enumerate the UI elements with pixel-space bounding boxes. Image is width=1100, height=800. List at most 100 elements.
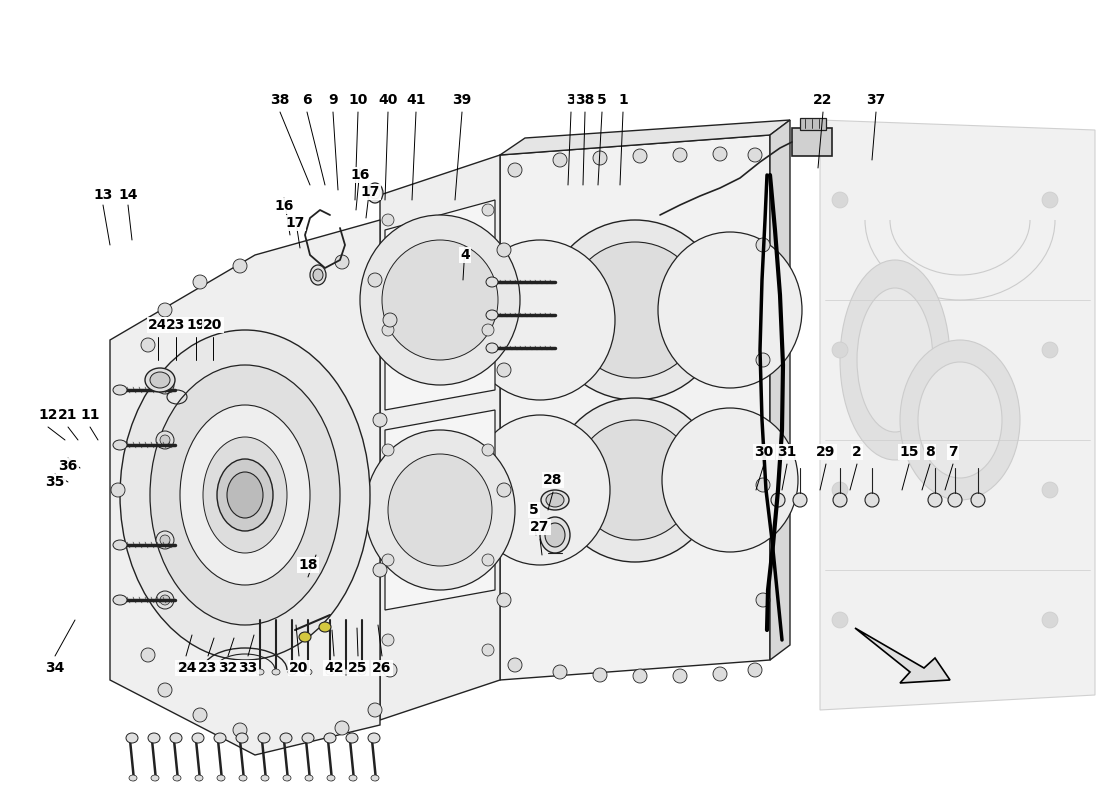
- Ellipse shape: [304, 669, 312, 675]
- Ellipse shape: [382, 554, 394, 566]
- Ellipse shape: [508, 658, 522, 672]
- Ellipse shape: [1042, 612, 1058, 628]
- Text: 14: 14: [119, 188, 138, 202]
- Ellipse shape: [553, 398, 717, 562]
- Ellipse shape: [544, 523, 565, 547]
- Ellipse shape: [482, 554, 494, 566]
- Ellipse shape: [388, 454, 492, 566]
- Text: 16: 16: [350, 168, 370, 182]
- Ellipse shape: [336, 721, 349, 735]
- Ellipse shape: [305, 775, 314, 781]
- Ellipse shape: [370, 187, 379, 199]
- Ellipse shape: [324, 733, 336, 743]
- Ellipse shape: [713, 667, 727, 681]
- Ellipse shape: [258, 733, 270, 743]
- Polygon shape: [385, 200, 495, 410]
- Bar: [800, 118, 826, 130]
- Ellipse shape: [180, 405, 310, 585]
- Text: 7: 7: [948, 445, 958, 459]
- Ellipse shape: [371, 775, 380, 781]
- Ellipse shape: [358, 669, 366, 675]
- Ellipse shape: [217, 459, 273, 531]
- Ellipse shape: [593, 151, 607, 165]
- Text: 38: 38: [575, 93, 595, 107]
- Polygon shape: [379, 155, 500, 720]
- Ellipse shape: [158, 303, 172, 317]
- Text: 42: 42: [324, 661, 343, 675]
- Ellipse shape: [756, 238, 770, 252]
- Text: passion for parts: passion for parts: [328, 362, 596, 534]
- Ellipse shape: [283, 775, 292, 781]
- Ellipse shape: [373, 563, 387, 577]
- Ellipse shape: [299, 632, 311, 642]
- Ellipse shape: [508, 163, 522, 177]
- Ellipse shape: [349, 775, 358, 781]
- Ellipse shape: [192, 275, 207, 289]
- Polygon shape: [820, 120, 1094, 710]
- Ellipse shape: [151, 775, 160, 781]
- Ellipse shape: [239, 775, 248, 781]
- Polygon shape: [385, 410, 495, 610]
- Text: 5: 5: [529, 503, 539, 517]
- Ellipse shape: [141, 648, 155, 662]
- Ellipse shape: [302, 733, 313, 743]
- Ellipse shape: [368, 273, 382, 287]
- Ellipse shape: [928, 493, 942, 507]
- Text: 24: 24: [178, 661, 198, 675]
- Ellipse shape: [367, 183, 383, 203]
- Ellipse shape: [748, 663, 762, 677]
- Ellipse shape: [832, 482, 848, 498]
- Text: 8: 8: [925, 445, 935, 459]
- Ellipse shape: [673, 148, 688, 162]
- Text: 26: 26: [372, 661, 392, 675]
- Ellipse shape: [593, 668, 607, 682]
- Ellipse shape: [486, 310, 498, 320]
- Text: 25: 25: [349, 661, 367, 675]
- Text: 13: 13: [94, 188, 112, 202]
- Text: 6: 6: [302, 93, 311, 107]
- Text: 17: 17: [285, 216, 305, 230]
- Ellipse shape: [272, 669, 280, 675]
- Ellipse shape: [865, 493, 879, 507]
- Ellipse shape: [326, 669, 334, 675]
- Ellipse shape: [156, 376, 174, 394]
- Ellipse shape: [336, 255, 349, 269]
- Polygon shape: [110, 220, 379, 755]
- Ellipse shape: [497, 593, 512, 607]
- Text: 20: 20: [289, 661, 309, 675]
- Ellipse shape: [170, 733, 182, 743]
- Ellipse shape: [150, 372, 170, 388]
- Ellipse shape: [160, 435, 170, 445]
- Text: 20: 20: [204, 318, 222, 332]
- Ellipse shape: [280, 733, 292, 743]
- Ellipse shape: [368, 733, 379, 743]
- Ellipse shape: [566, 242, 703, 378]
- Text: 12: 12: [39, 408, 57, 422]
- Ellipse shape: [156, 431, 174, 449]
- Ellipse shape: [1042, 482, 1058, 498]
- Ellipse shape: [113, 385, 127, 395]
- Ellipse shape: [748, 148, 762, 162]
- Ellipse shape: [365, 430, 515, 590]
- Ellipse shape: [756, 353, 770, 367]
- Text: 38: 38: [271, 93, 289, 107]
- Ellipse shape: [310, 265, 326, 285]
- Polygon shape: [500, 120, 790, 155]
- Ellipse shape: [1042, 342, 1058, 358]
- Text: 39: 39: [452, 93, 472, 107]
- Ellipse shape: [256, 669, 264, 675]
- Ellipse shape: [288, 669, 296, 675]
- Ellipse shape: [156, 591, 174, 609]
- Ellipse shape: [465, 240, 615, 400]
- Ellipse shape: [497, 243, 512, 257]
- Ellipse shape: [233, 723, 248, 737]
- Ellipse shape: [160, 535, 170, 545]
- Text: 5: 5: [597, 93, 607, 107]
- Ellipse shape: [482, 324, 494, 336]
- Ellipse shape: [948, 493, 962, 507]
- Text: 1: 1: [618, 93, 628, 107]
- Text: 10: 10: [349, 93, 367, 107]
- Text: 24: 24: [176, 661, 196, 675]
- Ellipse shape: [497, 483, 512, 497]
- Text: 16: 16: [274, 199, 294, 213]
